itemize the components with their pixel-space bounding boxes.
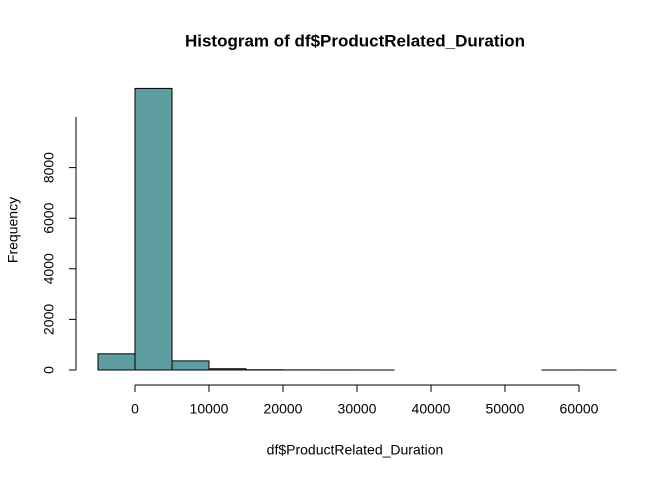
bar [97,353,136,371]
x-tick-label: 10000 [190,401,229,417]
x-tick-label: 20000 [264,401,303,417]
x-tick-label: 30000 [338,401,377,417]
bar [171,360,210,371]
y-axis-label: Frequency [5,197,21,263]
bar [208,368,247,371]
y-tick-label: 8000 [41,152,57,183]
x-tick-label: 40000 [412,401,451,417]
y-tick-label: 4000 [41,253,57,284]
x-tick-label: 50000 [486,401,525,417]
y-tick-label: 0 [41,366,57,374]
x-axis-label: df$ProductRelated_Duration [267,442,444,458]
chart-title: Histogram of df$ProductRelated_Duration [185,31,525,50]
y-tick-label: 2000 [41,304,57,335]
x-tick-label: 0 [131,401,139,417]
bar [134,87,173,371]
x-tick-label: 60000 [560,401,599,417]
y-tick-label: 6000 [41,202,57,233]
